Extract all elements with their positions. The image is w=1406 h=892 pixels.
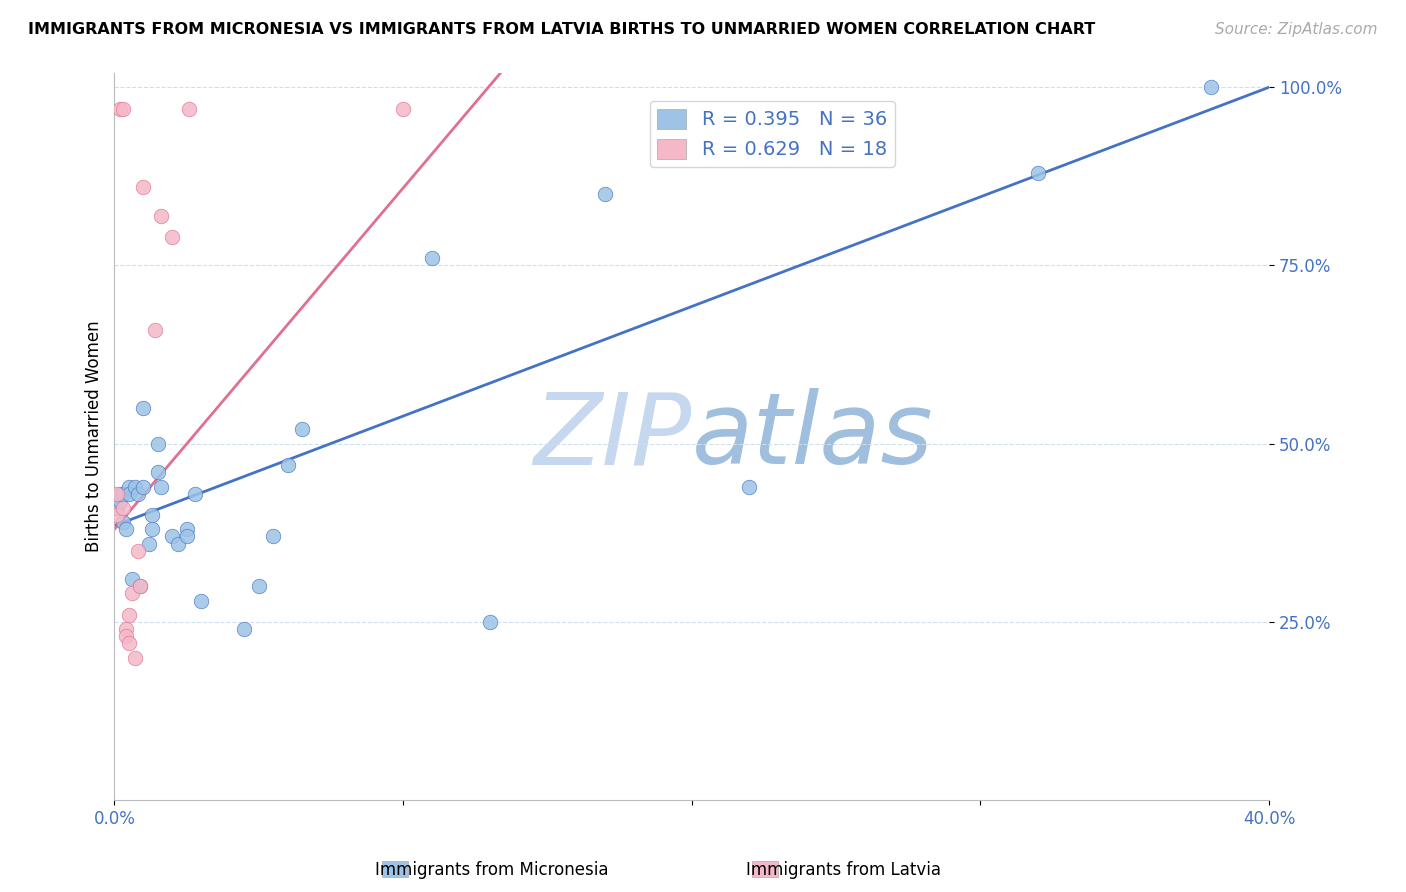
Point: [129, 579, 152, 593]
Point: [132, 401, 155, 415]
Legend: R = 0.395   N = 36, R = 0.629   N = 18: R = 0.395 N = 36, R = 0.629 N = 18: [650, 101, 896, 167]
Point: [143, 323, 166, 337]
Point: [141, 522, 163, 536]
Point: [115, 629, 138, 643]
Point: [233, 622, 256, 636]
Point: [478, 615, 501, 629]
Point: [124, 479, 146, 493]
Point: [108, 102, 131, 116]
Point: [112, 515, 135, 529]
Point: [138, 536, 160, 550]
Point: [160, 529, 183, 543]
Point: [105, 508, 128, 522]
Point: [105, 500, 128, 515]
Text: ZIP: ZIP: [533, 388, 692, 485]
Point: [132, 479, 155, 493]
Point: [112, 102, 135, 116]
Point: [115, 522, 138, 536]
Point: [247, 579, 270, 593]
Point: [121, 586, 143, 600]
Point: [112, 486, 135, 500]
Point: [118, 636, 141, 650]
Point: [167, 536, 190, 550]
Point: [291, 422, 314, 436]
Point: [121, 572, 143, 586]
Point: [262, 529, 284, 543]
Text: Immigrants from Latvia: Immigrants from Latvia: [747, 861, 941, 879]
Point: [149, 479, 172, 493]
Point: [129, 579, 152, 593]
Point: [179, 102, 201, 116]
Point: [420, 252, 443, 266]
Point: [141, 508, 163, 522]
Point: [176, 529, 198, 543]
Point: [127, 486, 149, 500]
Point: [149, 209, 172, 223]
Point: [277, 458, 299, 472]
Point: [146, 436, 169, 450]
Point: [108, 486, 131, 500]
Y-axis label: Births to Unmarried Women: Births to Unmarried Women: [86, 321, 103, 552]
Point: [184, 486, 207, 500]
Point: [160, 230, 183, 244]
Text: atlas: atlas: [692, 388, 934, 485]
Point: [124, 650, 146, 665]
Point: [118, 607, 141, 622]
Text: IMMIGRANTS FROM MICRONESIA VS IMMIGRANTS FROM LATVIA BIRTHS TO UNMARRIED WOMEN C: IMMIGRANTS FROM MICRONESIA VS IMMIGRANTS…: [28, 22, 1095, 37]
Point: [1026, 166, 1049, 180]
Point: [105, 486, 128, 500]
Point: [392, 102, 415, 116]
Point: [146, 465, 169, 479]
Point: [738, 479, 761, 493]
Point: [115, 622, 138, 636]
Text: Immigrants from Micronesia: Immigrants from Micronesia: [375, 861, 609, 879]
Point: [112, 500, 135, 515]
Point: [176, 522, 198, 536]
Point: [190, 593, 212, 607]
Point: [108, 493, 131, 508]
Point: [118, 479, 141, 493]
Point: [118, 486, 141, 500]
Point: [132, 180, 155, 194]
Point: [127, 543, 149, 558]
Point: [1201, 80, 1223, 95]
Point: [593, 187, 616, 202]
Text: Source: ZipAtlas.com: Source: ZipAtlas.com: [1215, 22, 1378, 37]
